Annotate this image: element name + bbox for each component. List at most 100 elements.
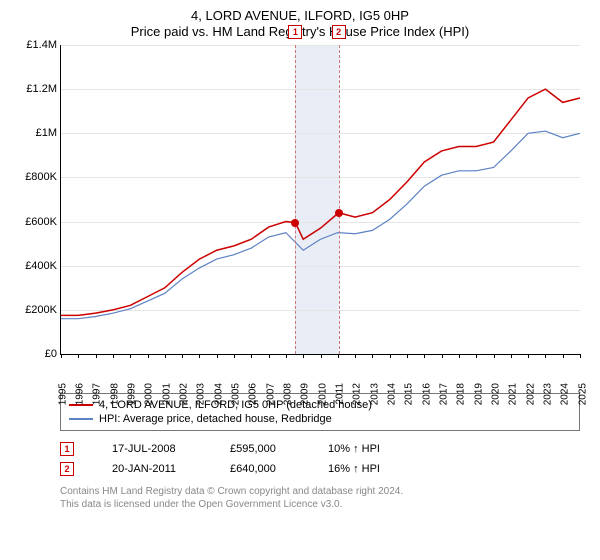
xtick-mark bbox=[96, 354, 97, 358]
xtick-mark bbox=[390, 354, 391, 358]
series-line bbox=[61, 89, 580, 315]
sale-price: £640,000 bbox=[230, 463, 310, 475]
plot: £0£200K£400K£600K£800K£1M£1.2M£1.4M12 bbox=[60, 45, 580, 355]
xtick-mark bbox=[130, 354, 131, 358]
line-series-svg bbox=[61, 45, 580, 354]
xtick-mark bbox=[511, 354, 512, 358]
xtick-mark bbox=[442, 354, 443, 358]
sales-table: 1 17-JUL-2008 £595,000 10% ↑ HPI 2 20-JAN-201… bbox=[60, 439, 580, 479]
xtick-label: 2006 bbox=[248, 383, 259, 405]
xtick-mark bbox=[303, 354, 304, 358]
xtick-mark bbox=[61, 354, 62, 358]
xtick-mark bbox=[476, 354, 477, 358]
xtick-label: 2023 bbox=[542, 383, 553, 405]
xtick-mark bbox=[78, 354, 79, 358]
xtick-label: 1999 bbox=[126, 383, 137, 405]
xtick-mark bbox=[407, 354, 408, 358]
sale-date: 20-JAN-2011 bbox=[112, 463, 212, 475]
xtick-mark bbox=[286, 354, 287, 358]
xtick-label: 1996 bbox=[74, 383, 85, 405]
xtick-mark bbox=[528, 354, 529, 358]
chart-area: £0£200K£400K£600K£800K£1M£1.2M£1.4M12 bbox=[60, 45, 580, 355]
sale-pct: 16% ↑ HPI bbox=[328, 463, 418, 475]
sale-vline bbox=[339, 45, 340, 354]
xtick-label: 2012 bbox=[352, 383, 363, 405]
xtick-mark bbox=[563, 354, 564, 358]
xtick-mark bbox=[424, 354, 425, 358]
xtick-label: 2018 bbox=[456, 383, 467, 405]
xtick-label: 2009 bbox=[300, 383, 311, 405]
sale-row-marker: 2 bbox=[60, 462, 74, 476]
xtick-mark bbox=[321, 354, 322, 358]
legend-item: HPI: Average price, detached house, Redb… bbox=[69, 412, 571, 426]
xtick-label: 2021 bbox=[508, 383, 519, 405]
xtick-mark bbox=[269, 354, 270, 358]
xtick-label: 2000 bbox=[144, 383, 155, 405]
xtick-label: 2003 bbox=[196, 383, 207, 405]
xtick-label: 2024 bbox=[560, 383, 571, 405]
ytick-label: £0 bbox=[45, 348, 61, 360]
footer-line1: Contains HM Land Registry data © Crown c… bbox=[60, 485, 580, 498]
xtick-mark bbox=[165, 354, 166, 358]
xtick-mark bbox=[355, 354, 356, 358]
xtick-label: 2022 bbox=[525, 383, 536, 405]
xtick-label: 2002 bbox=[178, 383, 189, 405]
x-axis: 1995199619971998199920002001200220032004… bbox=[60, 359, 580, 393]
xtick-label: 2007 bbox=[265, 383, 276, 405]
sale-point bbox=[335, 209, 343, 217]
ytick-label: £200K bbox=[25, 304, 61, 316]
legend-label: HPI: Average price, detached house, Redb… bbox=[99, 413, 332, 425]
xtick-mark bbox=[338, 354, 339, 358]
ytick-label: £1.2M bbox=[26, 83, 61, 95]
footer: Contains HM Land Registry data © Crown c… bbox=[60, 485, 580, 511]
xtick-mark bbox=[148, 354, 149, 358]
sale-row: 1 17-JUL-2008 £595,000 10% ↑ HPI bbox=[60, 439, 580, 459]
xtick-label: 1998 bbox=[109, 383, 120, 405]
ytick-label: £1.4M bbox=[26, 39, 61, 51]
xtick-label: 2015 bbox=[404, 383, 415, 405]
ytick-label: £600K bbox=[25, 216, 61, 228]
ytick-label: £400K bbox=[25, 260, 61, 272]
sale-marker-1: 1 bbox=[288, 25, 302, 39]
sale-point bbox=[291, 219, 299, 227]
xtick-label: 2014 bbox=[386, 383, 397, 405]
ytick-label: £800K bbox=[25, 171, 61, 183]
xtick-label: 2004 bbox=[213, 383, 224, 405]
sale-marker-2: 2 bbox=[332, 25, 346, 39]
xtick-label: 2005 bbox=[230, 383, 241, 405]
ytick-label: £1M bbox=[36, 127, 61, 139]
xtick-label: 2011 bbox=[334, 383, 345, 405]
xtick-label: 2020 bbox=[490, 383, 501, 405]
xtick-mark bbox=[182, 354, 183, 358]
sale-row-marker: 1 bbox=[60, 442, 74, 456]
xtick-mark bbox=[545, 354, 546, 358]
legend-swatch bbox=[69, 418, 93, 420]
xtick-label: 2013 bbox=[369, 383, 380, 405]
xtick-label: 1995 bbox=[57, 383, 68, 405]
xtick-label: 2016 bbox=[421, 383, 432, 405]
sale-date: 17-JUL-2008 bbox=[112, 443, 212, 455]
xtick-label: 1997 bbox=[92, 383, 103, 405]
chart-container: 4, LORD AVENUE, ILFORD, IG5 0HP Price pa… bbox=[0, 0, 600, 515]
xtick-mark bbox=[217, 354, 218, 358]
xtick-label: 2025 bbox=[577, 383, 588, 405]
series-line bbox=[61, 131, 580, 319]
xtick-mark bbox=[251, 354, 252, 358]
sale-pct: 10% ↑ HPI bbox=[328, 443, 418, 455]
xtick-label: 2010 bbox=[317, 383, 328, 405]
xtick-mark bbox=[199, 354, 200, 358]
xtick-mark bbox=[234, 354, 235, 358]
xtick-mark bbox=[372, 354, 373, 358]
xtick-label: 2001 bbox=[161, 383, 172, 405]
xtick-label: 2008 bbox=[282, 383, 293, 405]
xtick-mark bbox=[113, 354, 114, 358]
sale-price: £595,000 bbox=[230, 443, 310, 455]
chart-title: 4, LORD AVENUE, ILFORD, IG5 0HP bbox=[10, 8, 590, 23]
sale-row: 2 20-JAN-2011 £640,000 16% ↑ HPI bbox=[60, 459, 580, 479]
xtick-mark bbox=[580, 354, 581, 358]
xtick-mark bbox=[459, 354, 460, 358]
xtick-label: 2017 bbox=[438, 383, 449, 405]
sale-vline bbox=[295, 45, 296, 354]
xtick-mark bbox=[494, 354, 495, 358]
xtick-label: 2019 bbox=[473, 383, 484, 405]
